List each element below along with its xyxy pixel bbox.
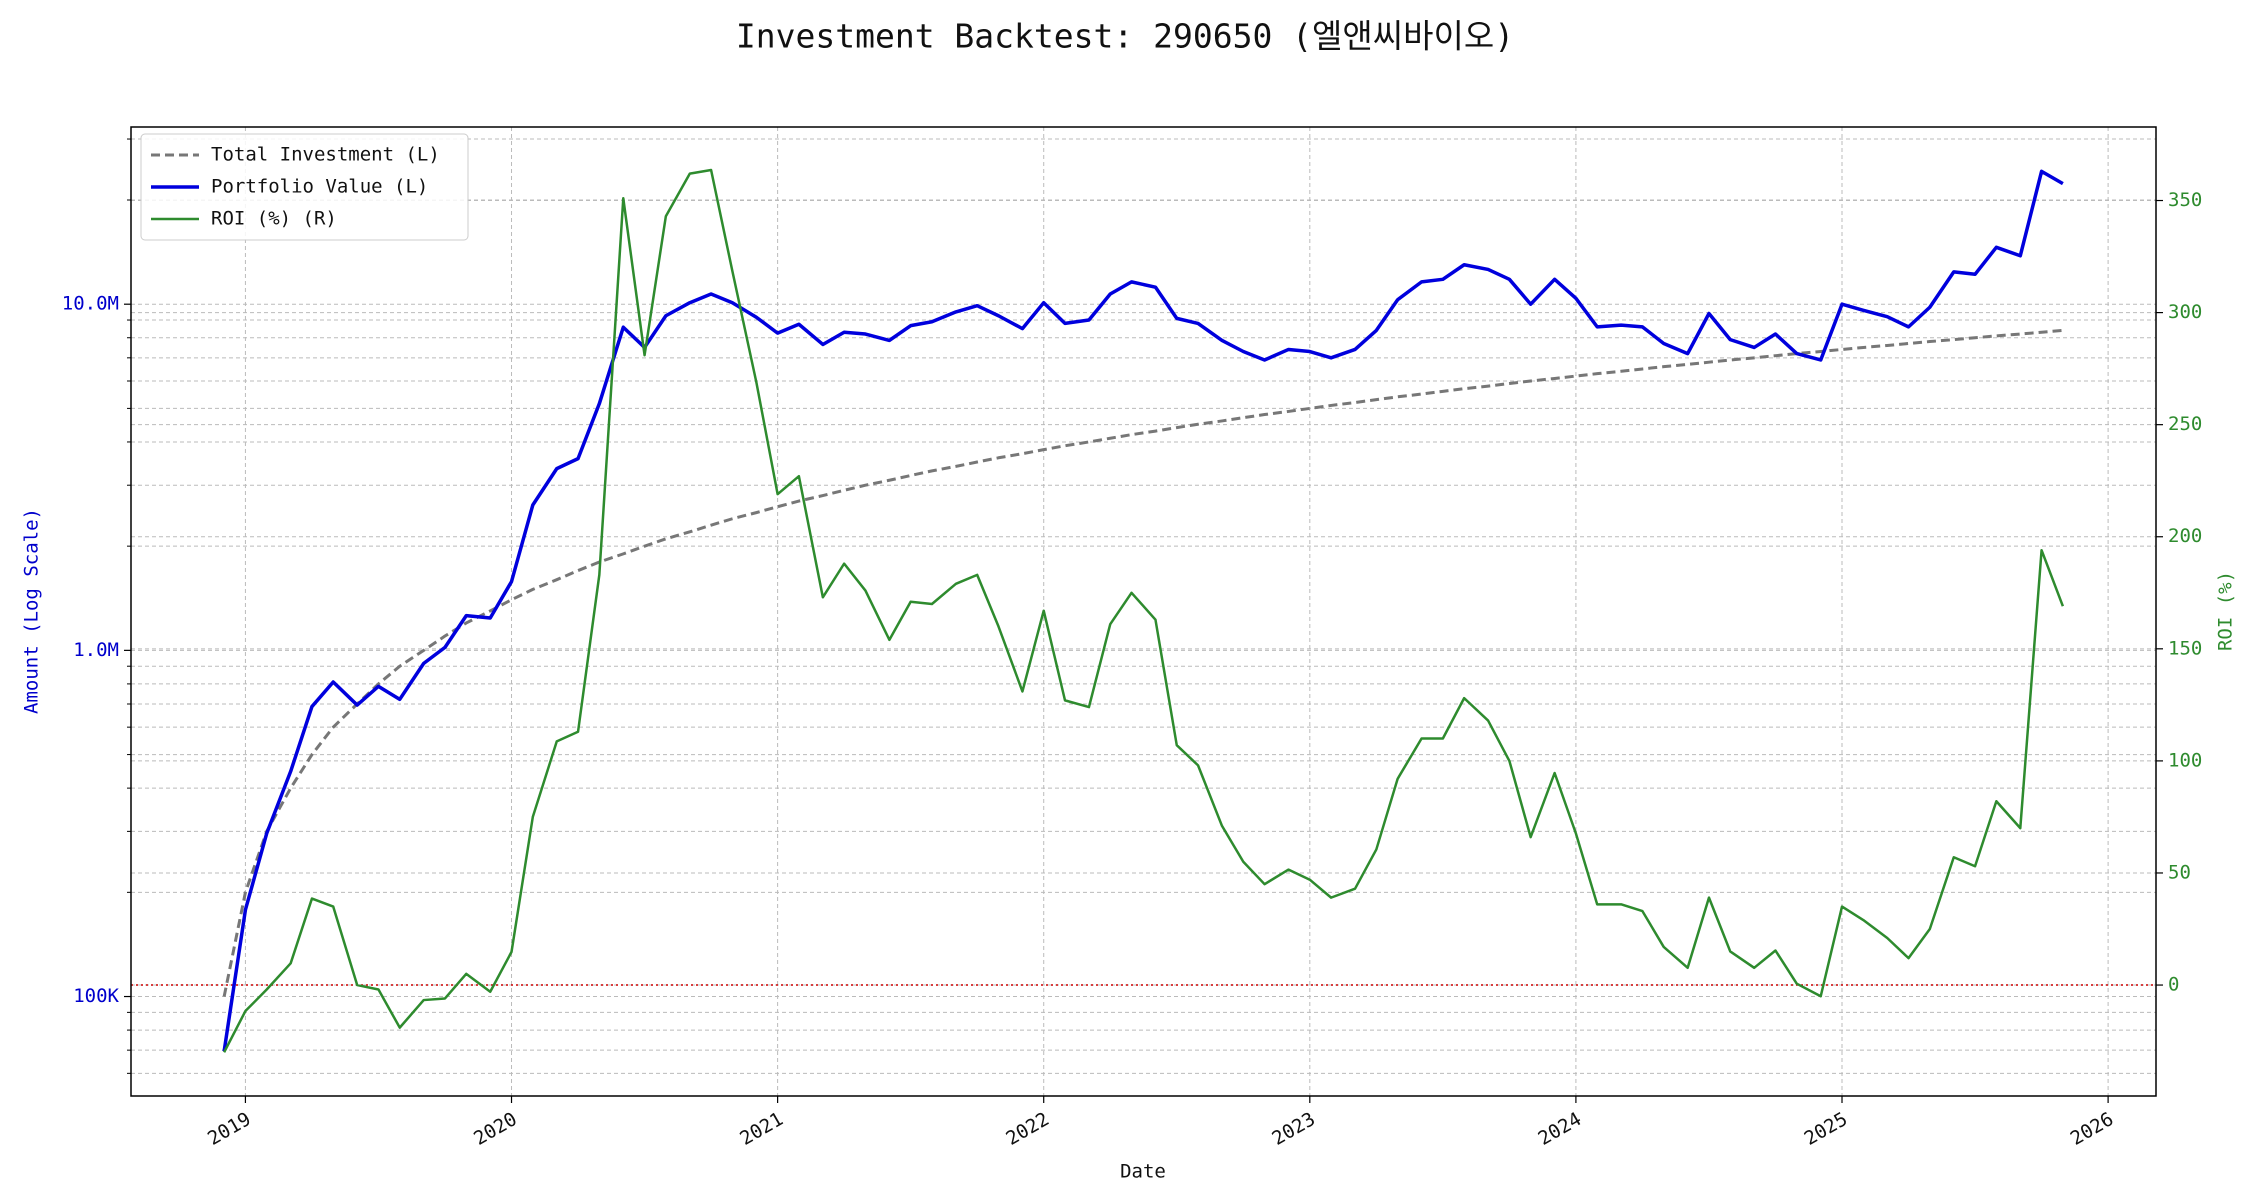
y-tick-label: 100K: [73, 985, 119, 1007]
x-tick-label: 2020: [470, 1108, 521, 1150]
series-line: [222, 328, 2063, 997]
y2-tick-label: 200: [2168, 525, 2202, 547]
x-tick-label: 2021: [736, 1108, 787, 1150]
y2-tick-label: 100: [2168, 749, 2202, 771]
x-tick-label: 2019: [204, 1108, 255, 1150]
series-line: [223, 168, 2065, 1053]
x-axis-label: Date: [1120, 1161, 1166, 1183]
y2-tick-label: 150: [2168, 637, 2202, 659]
y2-tick-label: 350: [2168, 189, 2202, 211]
y2-axis-label: ROI (%): [2215, 571, 2237, 651]
plot-frame: [130, 126, 2157, 1097]
chart-title: Investment Backtest: 290650 (엘앤씨바이오): [736, 17, 1514, 56]
x-tick-label: 2026: [2067, 1108, 2118, 1150]
y2-tick-label: 50: [2168, 861, 2191, 883]
x-tick-label: 2022: [1002, 1108, 1053, 1150]
x-tick-label: 2024: [1535, 1108, 1586, 1150]
legend-label: Portfolio Value (L): [211, 176, 428, 198]
legend-box: [140, 133, 469, 241]
x-tick-label: 2023: [1268, 1108, 1319, 1150]
series-line: [222, 169, 2064, 1052]
x-tick-label: 2025: [1801, 1108, 1852, 1150]
y-tick-label: 1.0M: [73, 639, 119, 661]
legend: Total Investment (L) Portfolio Value (L) R…: [140, 133, 469, 241]
y-tick-label: 10.0M: [62, 293, 119, 315]
legend-label: ROI (%) (R): [211, 208, 337, 230]
y2-tick-label: 250: [2168, 413, 2202, 435]
y-axis-label: Amount (Log Scale): [21, 508, 43, 714]
legend-label: Total Investment (L): [211, 144, 440, 166]
y2-tick-label: 300: [2168, 301, 2202, 323]
y2-tick-label: 0: [2168, 974, 2179, 996]
